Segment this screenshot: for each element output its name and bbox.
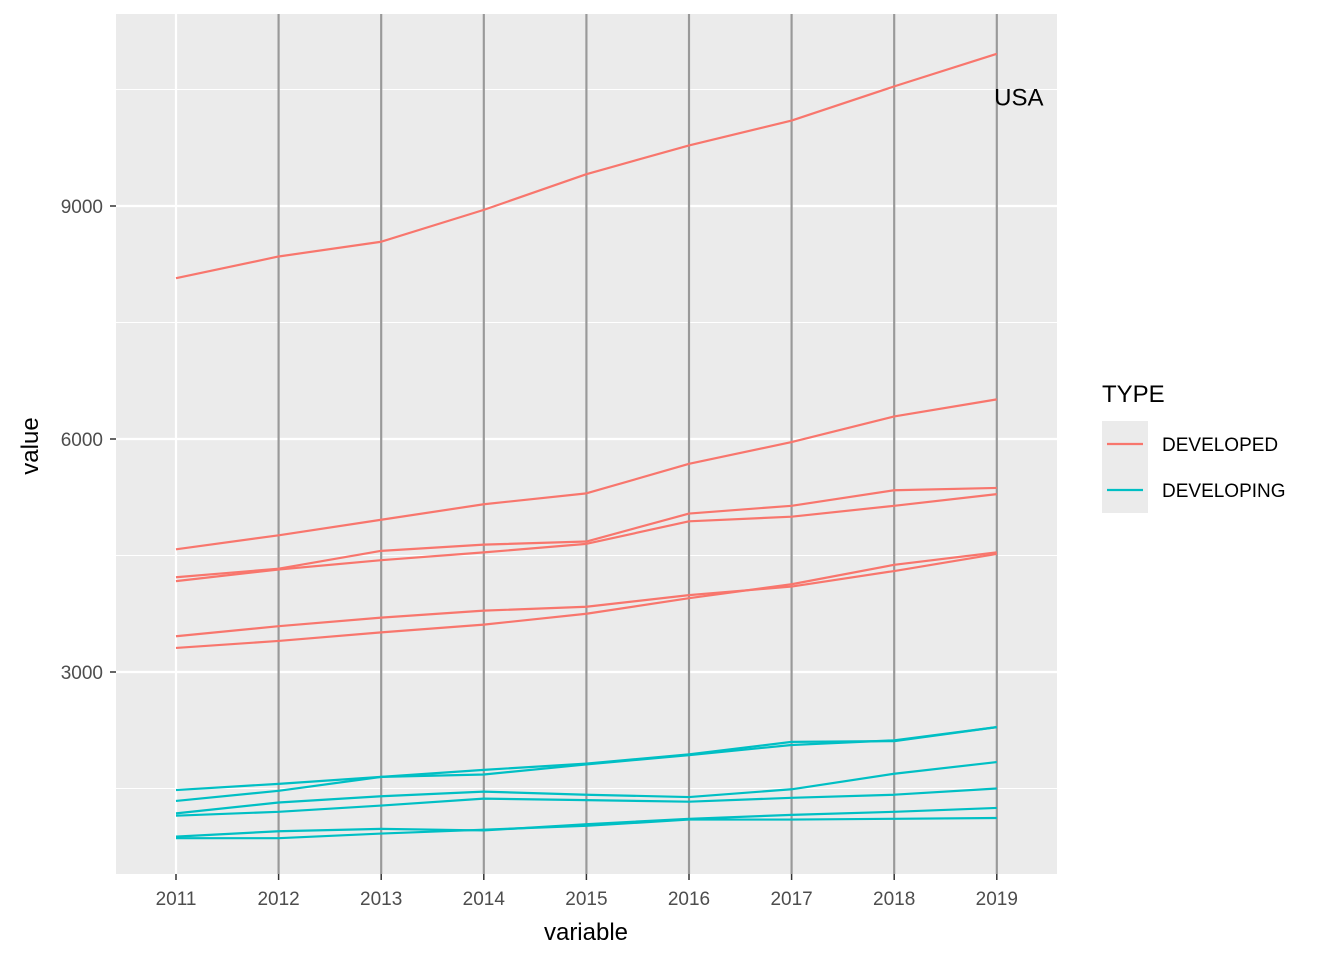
series-line-developing-11 (175, 806, 997, 838)
legend-label-developed: DEVELOPED (1162, 435, 1278, 456)
x-axis-title: variable (544, 919, 628, 946)
series-line-developed-2 (175, 398, 997, 551)
series-lines (175, 52, 998, 840)
y-axis: 3000 6000 9000 (61, 197, 116, 684)
series-line-developing-10 (175, 787, 997, 817)
series-line-developed-6 (175, 551, 997, 650)
legend-label-developing: DEVELOPING (1162, 481, 1286, 502)
series-line-developed-4 (175, 493, 997, 583)
legend: TYPE DEVELOPED DEVELOPING (1102, 381, 1286, 513)
legend-title: TYPE (1102, 381, 1165, 408)
y-tick-label: 9000 (61, 197, 103, 218)
x-tick-label: 2011 (156, 889, 197, 910)
annotation-usa: USA (994, 84, 1043, 111)
x-tick-label: 2015 (565, 889, 607, 910)
x-tick-label: 2014 (463, 889, 506, 910)
x-tick-label: 2016 (668, 889, 710, 910)
annotations: USA (994, 84, 1043, 111)
y-tick-label: 6000 (61, 430, 103, 451)
series-line-developing-9 (175, 761, 997, 815)
series-line-developing-12 (176, 816, 997, 840)
x-axis: 2011 2012 2013 2014 2015 2016 2017 2018 2019 (156, 874, 1018, 910)
series-line-developed-5 (175, 552, 997, 638)
series-line-developed-1 (175, 52, 998, 280)
y-axis-title: value (17, 417, 44, 474)
x-tick-label: 2013 (360, 889, 402, 910)
x-tick-label: 2019 (976, 889, 1018, 910)
y-tick-label: 3000 (61, 663, 103, 684)
x-tick-label: 2017 (770, 889, 812, 910)
x-tick-label: 2012 (257, 889, 299, 910)
vertical-reference-lines (277, 14, 998, 874)
series-line-developing-8 (175, 726, 997, 803)
series-line-developed-3 (175, 486, 997, 579)
x-tick-label: 2018 (873, 889, 915, 910)
